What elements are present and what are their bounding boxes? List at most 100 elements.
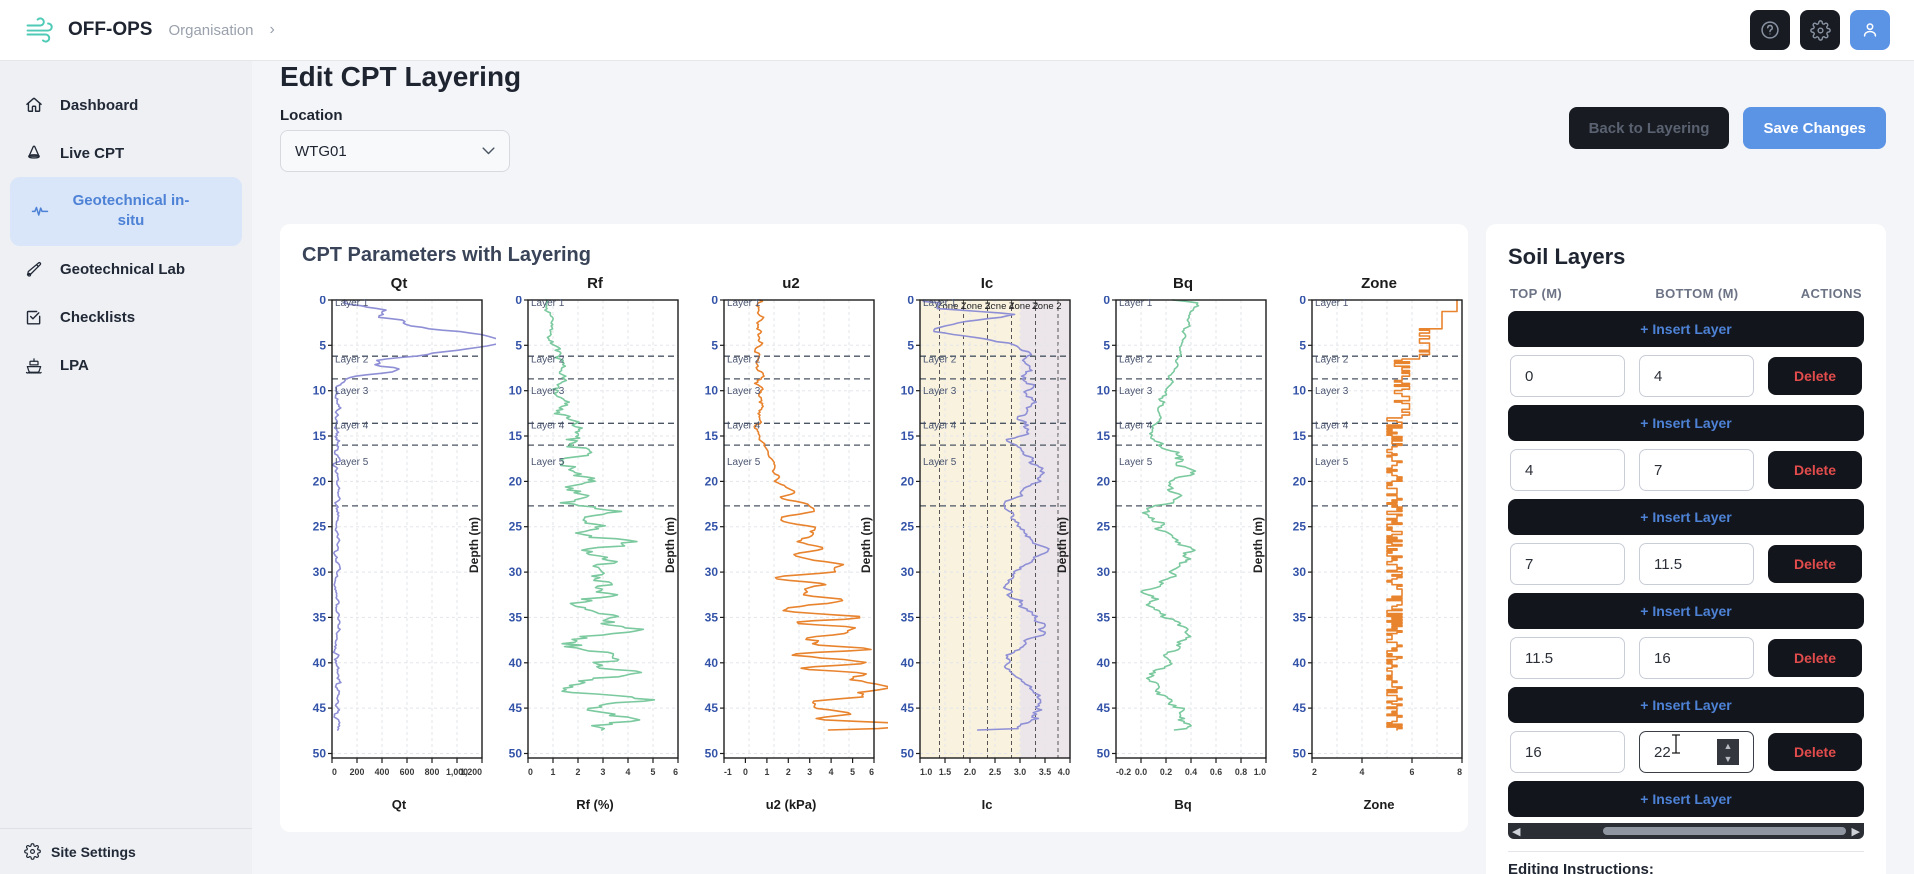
svg-text:35: 35: [1293, 610, 1307, 624]
svg-text:25: 25: [509, 520, 523, 534]
svg-text:200: 200: [350, 767, 365, 777]
svg-text:1: 1: [551, 767, 556, 777]
svg-text:25: 25: [1293, 520, 1307, 534]
svg-text:Layer 3: Layer 3: [335, 386, 369, 397]
svg-text:Layer 2: Layer 2: [923, 354, 957, 365]
svg-text:6: 6: [1410, 767, 1415, 777]
svg-text:35: 35: [901, 610, 915, 624]
svg-text:20: 20: [509, 474, 523, 488]
svg-text:800: 800: [425, 767, 440, 777]
svg-text:10: 10: [509, 384, 523, 398]
svg-text:5: 5: [1299, 338, 1306, 352]
svg-text:25: 25: [901, 520, 915, 534]
svg-text:Layer 5: Layer 5: [1315, 457, 1349, 468]
svg-text:5: 5: [651, 767, 656, 777]
svg-text:Layer 4: Layer 4: [923, 421, 957, 432]
svg-text:Layer 2: Layer 2: [531, 354, 565, 365]
svg-text:45: 45: [901, 701, 915, 715]
svg-text:30: 30: [1293, 565, 1307, 579]
svg-text:0.6: 0.6: [1210, 767, 1222, 777]
svg-text:3.5: 3.5: [1039, 767, 1051, 777]
svg-text:Layer 4: Layer 4: [1119, 421, 1153, 432]
svg-text:35: 35: [313, 610, 327, 624]
svg-text:0: 0: [515, 296, 522, 307]
svg-text:50: 50: [509, 747, 523, 761]
svg-text:0: 0: [743, 767, 748, 777]
svg-text:1,200: 1,200: [460, 767, 482, 777]
svg-text:0.0: 0.0: [1135, 767, 1147, 777]
svg-text:50: 50: [705, 747, 719, 761]
svg-text:40: 40: [509, 656, 523, 670]
svg-text:5: 5: [319, 338, 326, 352]
svg-text:30: 30: [901, 565, 915, 579]
svg-text:Layer 1: Layer 1: [1315, 298, 1349, 309]
svg-text:20: 20: [313, 474, 327, 488]
svg-text:8: 8: [1457, 767, 1462, 777]
svg-text:Layer 3: Layer 3: [727, 386, 761, 397]
svg-text:10: 10: [1097, 384, 1111, 398]
svg-text:0: 0: [319, 296, 326, 307]
svg-text:0.4: 0.4: [1185, 767, 1197, 777]
svg-text:2.0: 2.0: [964, 767, 976, 777]
svg-text:0: 0: [711, 296, 718, 307]
svg-text:2: 2: [786, 767, 791, 777]
svg-text:50: 50: [1097, 747, 1111, 761]
svg-text:Layer 2: Layer 2: [727, 354, 761, 365]
svg-text:Layer 5: Layer 5: [727, 457, 761, 468]
svg-text:10: 10: [705, 384, 719, 398]
svg-text:35: 35: [705, 610, 719, 624]
svg-text:5: 5: [711, 338, 718, 352]
svg-text:30: 30: [313, 565, 327, 579]
svg-text:Layer 3: Layer 3: [1119, 386, 1153, 397]
svg-text:1.5: 1.5: [939, 767, 951, 777]
svg-text:Layer 4: Layer 4: [531, 421, 565, 432]
svg-text:50: 50: [1293, 747, 1307, 761]
svg-text:30: 30: [1097, 565, 1111, 579]
svg-text:40: 40: [313, 656, 327, 670]
svg-text:Layer 1: Layer 1: [727, 298, 761, 309]
svg-text:25: 25: [1097, 520, 1111, 534]
svg-text:5: 5: [515, 338, 522, 352]
svg-text:15: 15: [1293, 429, 1307, 443]
svg-text:30: 30: [705, 565, 719, 579]
svg-text:45: 45: [313, 701, 327, 715]
svg-text:15: 15: [1097, 429, 1111, 443]
svg-text:6: 6: [673, 767, 678, 777]
svg-text:40: 40: [705, 656, 719, 670]
svg-text:35: 35: [509, 610, 523, 624]
svg-text:5: 5: [1103, 338, 1110, 352]
svg-text:0: 0: [907, 296, 914, 307]
svg-text:15: 15: [313, 429, 327, 443]
svg-text:Layer 1: Layer 1: [335, 298, 369, 309]
svg-text:50: 50: [313, 747, 327, 761]
svg-text:2: 2: [576, 767, 581, 777]
svg-text:Layer 3: Layer 3: [531, 386, 565, 397]
svg-text:40: 40: [1097, 656, 1111, 670]
svg-text:Layer 2: Layer 2: [1315, 354, 1349, 365]
svg-text:5: 5: [850, 767, 855, 777]
svg-text:-0.2: -0.2: [1116, 767, 1131, 777]
svg-text:400: 400: [375, 767, 390, 777]
svg-text:15: 15: [705, 429, 719, 443]
svg-text:0: 0: [1299, 296, 1306, 307]
svg-text:10: 10: [313, 384, 327, 398]
svg-text:40: 40: [901, 656, 915, 670]
svg-text:Layer 5: Layer 5: [1119, 457, 1153, 468]
svg-text:-1: -1: [724, 767, 732, 777]
svg-text:5: 5: [907, 338, 914, 352]
svg-text:Layer 2: Layer 2: [1119, 354, 1153, 365]
svg-text:Layer 1: Layer 1: [1119, 298, 1153, 309]
svg-text:Layer 4: Layer 4: [727, 421, 761, 432]
svg-text:600: 600: [400, 767, 415, 777]
svg-text:50: 50: [901, 747, 915, 761]
svg-text:0: 0: [1103, 296, 1110, 307]
svg-text:30: 30: [509, 565, 523, 579]
svg-text:Layer 5: Layer 5: [531, 457, 565, 468]
svg-text:Layer 2: Layer 2: [335, 354, 369, 365]
svg-text:10: 10: [1293, 384, 1307, 398]
svg-text:15: 15: [509, 429, 523, 443]
svg-text:15: 15: [901, 429, 915, 443]
svg-text:0: 0: [332, 767, 337, 777]
svg-text:0.2: 0.2: [1160, 767, 1172, 777]
svg-text:45: 45: [1097, 701, 1111, 715]
